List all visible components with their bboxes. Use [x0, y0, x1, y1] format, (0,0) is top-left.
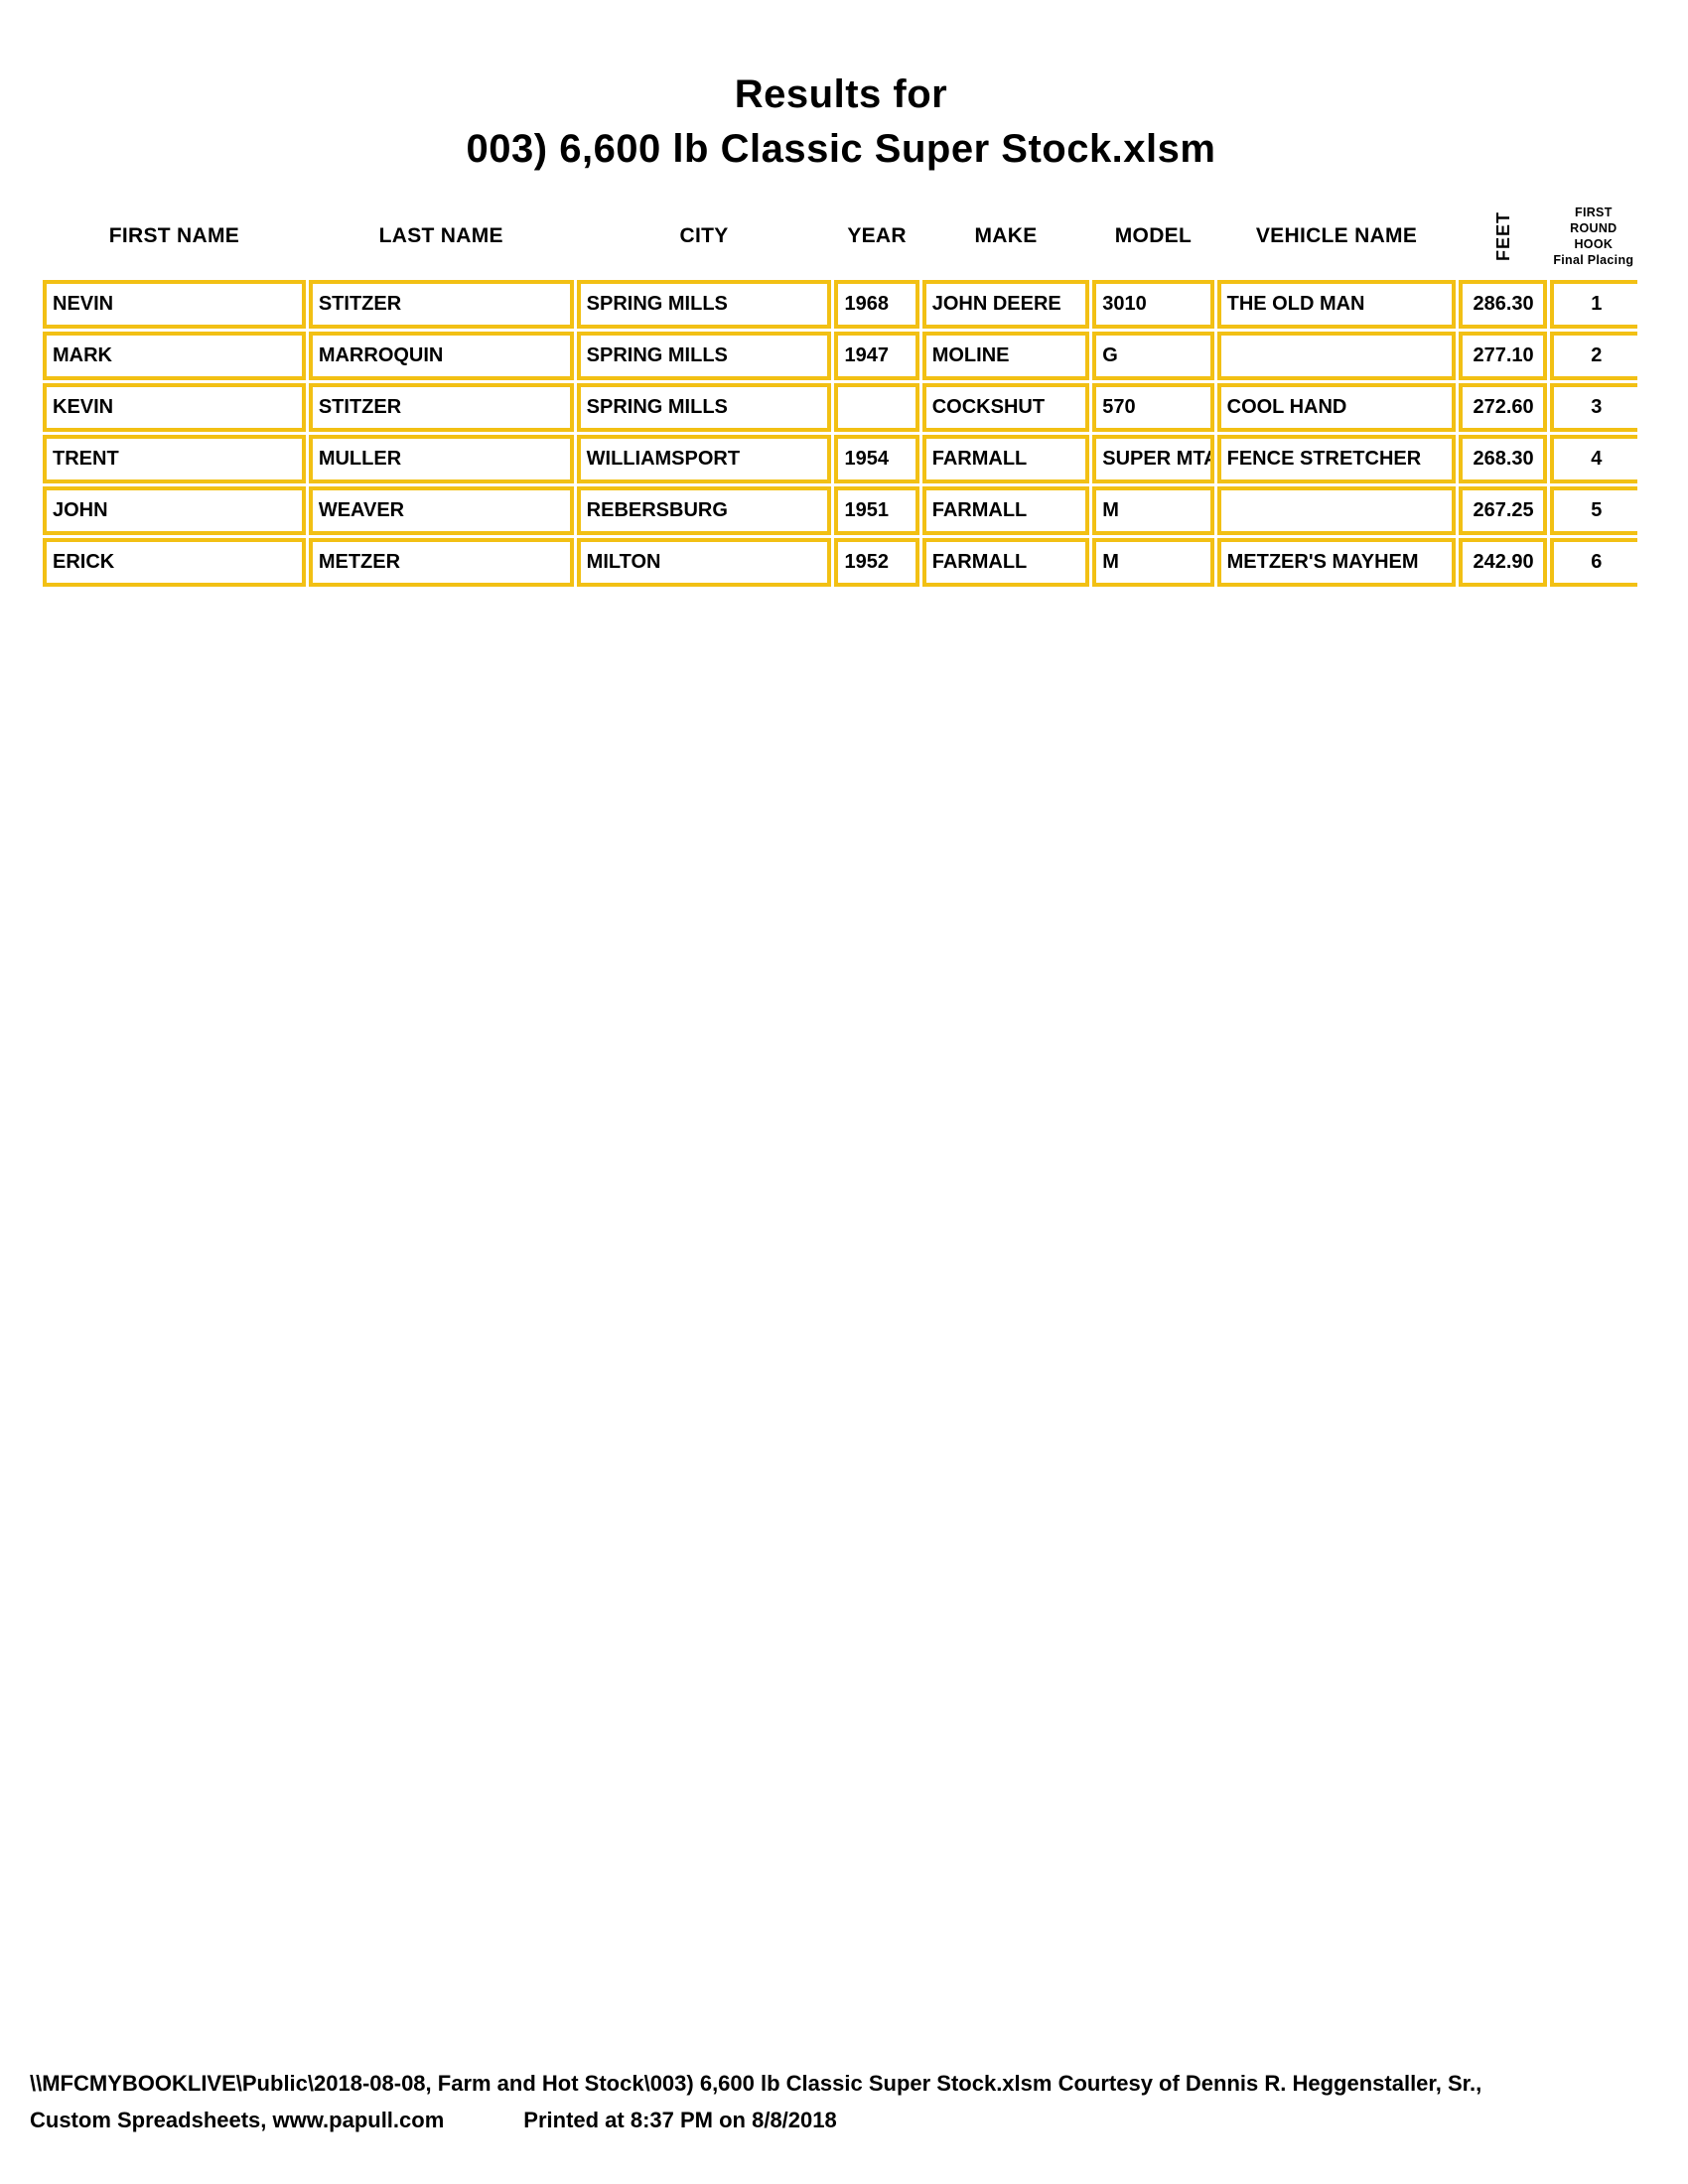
col-header-vehicle-name: VEHICLE NAME: [1255, 224, 1418, 247]
report-title-block: Results for 003) 6,600 lb Classic Super …: [42, 68, 1640, 177]
cell-placing: 1: [1549, 280, 1637, 329]
cell-last-name: METZER: [308, 538, 574, 587]
table-row: KEVIN STITZER SPRING MILLS COCKSHUT 570 …: [43, 383, 1637, 432]
cell-vehicle-name: [1216, 486, 1457, 535]
cell-model: M: [1092, 538, 1214, 587]
cell-year: 1954: [834, 435, 919, 483]
cell-last-name: MARROQUIN: [308, 332, 574, 380]
cell-vehicle-name: FENCE STRETCHER: [1216, 435, 1457, 483]
col-header-first-round-hook: FIRST ROUND HOOK Final Placing: [1550, 196, 1637, 277]
cell-feet: 286.30: [1459, 280, 1547, 329]
cell-feet: 267.25: [1459, 486, 1547, 535]
cell-make: FARMALL: [921, 486, 1090, 535]
cell-feet: 242.90: [1459, 538, 1547, 587]
cell-last-name: STITZER: [308, 280, 574, 329]
cell-make: FARMALL: [921, 435, 1090, 483]
hook-header-line2: HOOK: [1574, 237, 1614, 251]
cell-model: M: [1092, 486, 1214, 535]
table-row: MARK MARROQUIN SPRING MILLS 1947 MOLINE …: [43, 332, 1637, 380]
cell-make: JOHN DEERE: [921, 280, 1090, 329]
cell-feet: 268.30: [1459, 435, 1547, 483]
cell-placing: 4: [1549, 435, 1637, 483]
cell-vehicle-name: METZER'S MAYHEM: [1216, 538, 1457, 587]
cell-first-name: MARK: [43, 332, 306, 380]
cell-first-name: TRENT: [43, 435, 306, 483]
col-header-city: CITY: [679, 224, 729, 247]
cell-city: SPRING MILLS: [576, 280, 832, 329]
col-header-feet: FEET: [1459, 196, 1546, 277]
footer-credit-text: Custom Spreadsheets, www.papull.com: [30, 2108, 445, 2132]
footer-file-path-line: \\MFCMYBOOKLIVE\Public\2018-08-08, Farm …: [30, 2071, 1482, 2096]
report-footer: \\MFCMYBOOKLIVE\Public\2018-08-08, Farm …: [30, 2065, 1658, 2138]
cell-last-name: MULLER: [308, 435, 574, 483]
cell-placing: 3: [1549, 383, 1637, 432]
cell-placing: 2: [1549, 332, 1637, 380]
cell-city: SPRING MILLS: [576, 332, 832, 380]
results-table: FIRST NAME LAST NAME CITY YEAR MAKE MODE…: [40, 193, 1640, 590]
cell-first-name: JOHN: [43, 486, 306, 535]
col-header-last-name: LAST NAME: [378, 224, 503, 247]
cell-make: MOLINE: [921, 332, 1090, 380]
table-row: TRENT MULLER WILLIAMSPORT 1954 FARMALL S…: [43, 435, 1637, 483]
col-header-make: MAKE: [974, 224, 1038, 247]
hook-header-line1: FIRST ROUND: [1570, 205, 1618, 235]
col-header-year: YEAR: [847, 224, 907, 247]
cell-year: 1947: [834, 332, 919, 380]
report-title-line1: Results for: [734, 72, 948, 116]
cell-city: REBERSBURG: [576, 486, 832, 535]
cell-vehicle-name: COOL HAND: [1216, 383, 1457, 432]
col-header-first-name: FIRST NAME: [108, 224, 240, 247]
cell-year: 1968: [834, 280, 919, 329]
cell-model: G: [1092, 332, 1214, 380]
cell-first-name: KEVIN: [43, 383, 306, 432]
cell-placing: 6: [1549, 538, 1637, 587]
cell-last-name: STITZER: [308, 383, 574, 432]
cell-feet: 277.10: [1459, 332, 1547, 380]
table-row: ERICK METZER MILTON 1952 FARMALL M METZE…: [43, 538, 1637, 587]
hook-header-line3: Final Placing: [1553, 253, 1634, 267]
table-row: NEVIN STITZER SPRING MILLS 1968 JOHN DEE…: [43, 280, 1637, 329]
cell-model: 570: [1092, 383, 1214, 432]
cell-feet: 272.60: [1459, 383, 1547, 432]
cell-city: SPRING MILLS: [576, 383, 832, 432]
cell-year: 1952: [834, 538, 919, 587]
cell-model: 3010: [1092, 280, 1214, 329]
cell-placing: 5: [1549, 486, 1637, 535]
cell-year: [834, 383, 919, 432]
cell-city: MILTON: [576, 538, 832, 587]
report-title-line2: 003) 6,600 lb Classic Super Stock.xlsm: [466, 127, 1216, 171]
cell-first-name: ERICK: [43, 538, 306, 587]
cell-vehicle-name: [1216, 332, 1457, 380]
table-row: JOHN WEAVER REBERSBURG 1951 FARMALL M 26…: [43, 486, 1637, 535]
cell-make: COCKSHUT: [921, 383, 1090, 432]
feet-rotated-label: FEET: [1492, 210, 1513, 261]
header-row: FIRST NAME LAST NAME CITY YEAR MAKE MODE…: [43, 196, 1637, 277]
footer-printed-timestamp: Printed at 8:37 PM on 8/8/2018: [523, 2108, 837, 2132]
cell-city: WILLIAMSPORT: [576, 435, 832, 483]
cell-year: 1951: [834, 486, 919, 535]
cell-vehicle-name: THE OLD MAN: [1216, 280, 1457, 329]
cell-make: FARMALL: [921, 538, 1090, 587]
col-header-model: MODEL: [1114, 224, 1193, 247]
footer-credit-line: Custom Spreadsheets, www.papull.com Print…: [30, 2102, 1658, 2138]
cell-last-name: WEAVER: [308, 486, 574, 535]
cell-model: SUPER MTA: [1092, 435, 1214, 483]
cell-first-name: NEVIN: [43, 280, 306, 329]
